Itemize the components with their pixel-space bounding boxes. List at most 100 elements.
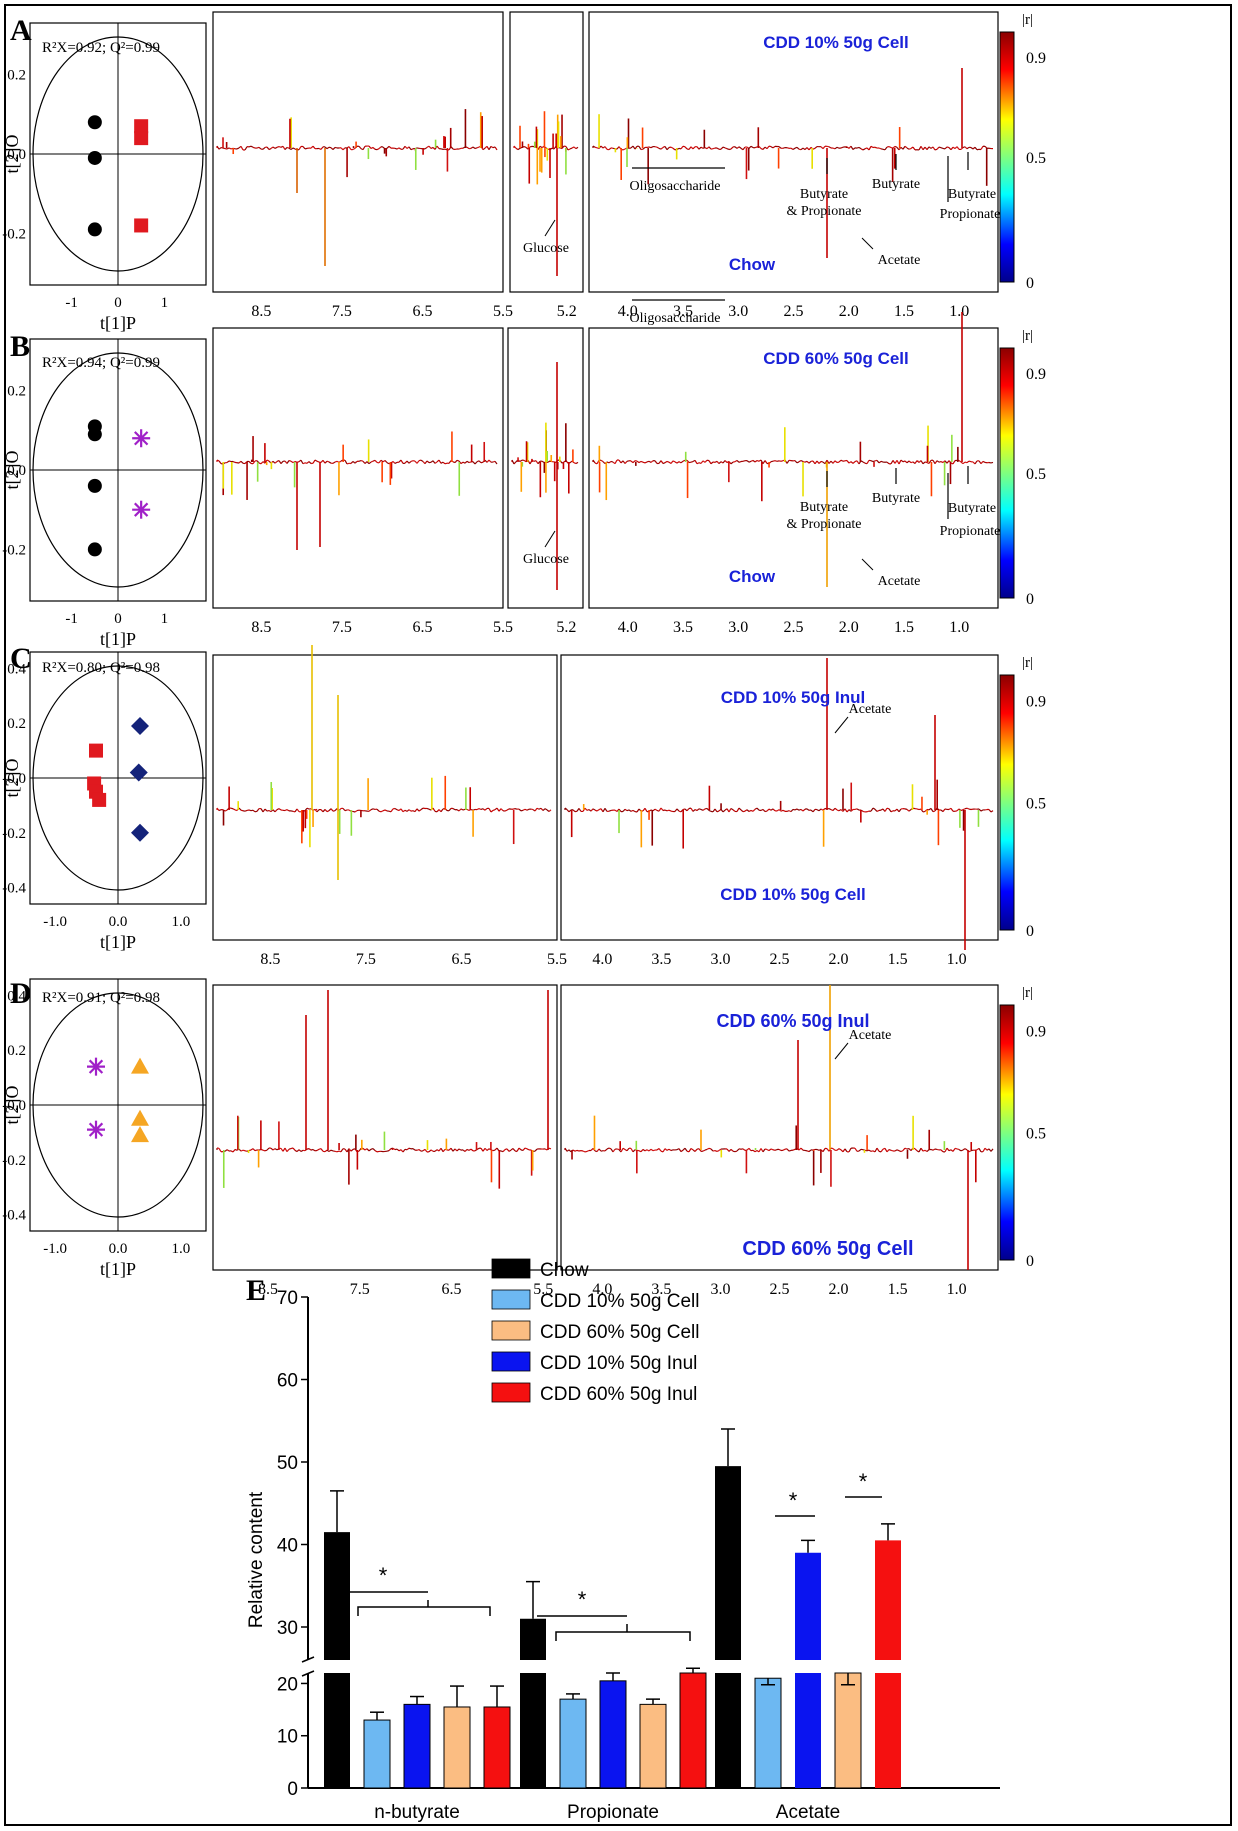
bar-lower [324, 1673, 350, 1788]
x-axis-label: t[1]P [100, 313, 136, 333]
spectrum-trace [664, 146, 668, 151]
panel-letter: A [10, 14, 32, 47]
spectrum-trace [420, 459, 424, 462]
spectrum-trace [352, 810, 356, 813]
spectrum-trace [404, 1148, 408, 1151]
spectrum-trace [812, 147, 816, 150]
spectrum-trace [858, 146, 862, 150]
spectrum-trace [958, 459, 962, 463]
spectrum-trace [266, 809, 270, 812]
spectrum-trace [494, 460, 498, 465]
spectrum-trace [750, 459, 754, 462]
spectrum-trace [456, 1148, 460, 1152]
spectrum-x-tick: 3.5 [651, 1281, 671, 1298]
spectrum-trace [684, 146, 688, 150]
spectrum-trace [706, 1147, 710, 1150]
spectrum-trace [428, 808, 432, 811]
spectrum-trace [392, 1147, 396, 1151]
spectrum-trace [240, 146, 244, 151]
spectrum-trace [416, 460, 420, 464]
spectrum-trace [834, 807, 838, 811]
spectrum-trace [286, 460, 290, 464]
spectrum-trace [372, 146, 376, 150]
spectrum-trace [330, 1149, 334, 1152]
x-tick-label: 0 [114, 295, 122, 311]
spectrum-trace [794, 460, 798, 464]
spectrum-trace [780, 809, 784, 812]
spectrum-trace [288, 459, 292, 462]
spectrum-trace [702, 1149, 706, 1152]
spectrum-trace [936, 146, 940, 150]
y-tick-label: -0.0 [2, 1098, 26, 1114]
spectrum-trace [358, 1148, 362, 1152]
bar-rect [443, 1706, 471, 1789]
spectrum-trace [326, 810, 330, 813]
spectrum-trace [515, 147, 519, 151]
spectrum-trace [346, 1148, 350, 1153]
spectrum-trace [746, 460, 750, 463]
model-stats: R²X=0.92; Q²=0.99 [42, 40, 160, 56]
spectrum-trace [762, 146, 766, 150]
score-point [87, 478, 102, 493]
spectrum-trace [460, 461, 464, 465]
x-tick-label: 0.0 [109, 914, 128, 930]
annotation-oligosaccharide: Oligosaccharide [630, 179, 721, 194]
spectrum-trace [638, 460, 642, 464]
spectrum-trace [537, 145, 541, 151]
spectrum-trace [228, 460, 232, 463]
spectrum-trace [672, 460, 676, 463]
spectrum-trace [708, 809, 712, 812]
spectrum-trace [534, 807, 538, 812]
spectrum-trace [462, 461, 466, 464]
significance-star: * [578, 1587, 587, 1612]
spectrum-trace [216, 807, 220, 811]
spectrum-trace [944, 146, 948, 150]
spectrum-x-tick: 2.0 [839, 619, 859, 636]
spectrum-trace [730, 461, 734, 465]
spectrum-trace [370, 460, 374, 463]
colorbar-tick: 0.9 [1026, 1024, 1046, 1041]
spectrum-trace [452, 461, 456, 464]
spectrum-trace [698, 146, 702, 150]
bar-lower [520, 1673, 546, 1788]
spectrum-trace [302, 146, 306, 150]
spectrum-trace [468, 461, 472, 464]
spectrum-trace [838, 808, 842, 812]
spectrum-x-tick: 2.0 [839, 303, 859, 320]
spectrum-trace [244, 146, 248, 151]
spectrum-trace [964, 807, 968, 810]
score-point [131, 823, 149, 842]
spectrum-trace [400, 459, 404, 464]
spectrum-trace [254, 810, 258, 813]
spectrum-trace [718, 1148, 722, 1152]
spectrum-trace [632, 460, 636, 464]
spectrum-trace [386, 145, 390, 149]
spectrum-trace [620, 1147, 624, 1153]
spectrum-x-tick: 1.5 [888, 951, 908, 968]
spectrum-trace [928, 146, 932, 149]
spectrum-trace [252, 146, 256, 149]
spectrum-trace [372, 1148, 376, 1151]
spectrum-trace [470, 146, 474, 149]
spectrum-trace [506, 808, 510, 811]
spectrum-trace [744, 809, 748, 812]
spectrum-trace [652, 1149, 656, 1152]
spectrum-trace [360, 148, 364, 151]
spectrum-trace [216, 459, 220, 462]
spectrum-trace [302, 462, 306, 465]
spectrum-trace [232, 460, 236, 463]
score-point [87, 1120, 105, 1139]
spectrum-x-tick: 5.5 [533, 1281, 553, 1298]
spectrum-trace [754, 146, 758, 149]
spectrum-trace [806, 460, 810, 464]
spectrum-trace [874, 146, 878, 149]
spectrum-trace [368, 145, 372, 149]
bar [483, 1685, 511, 1789]
spectrum-trace [598, 808, 602, 811]
spectrum-trace [541, 145, 545, 149]
spectrum-trace [800, 459, 804, 463]
spectrum-trace [372, 459, 376, 462]
spectrum-trace [772, 145, 776, 149]
spectrum-trace [734, 1150, 738, 1153]
spectrum-trace [650, 1148, 654, 1152]
